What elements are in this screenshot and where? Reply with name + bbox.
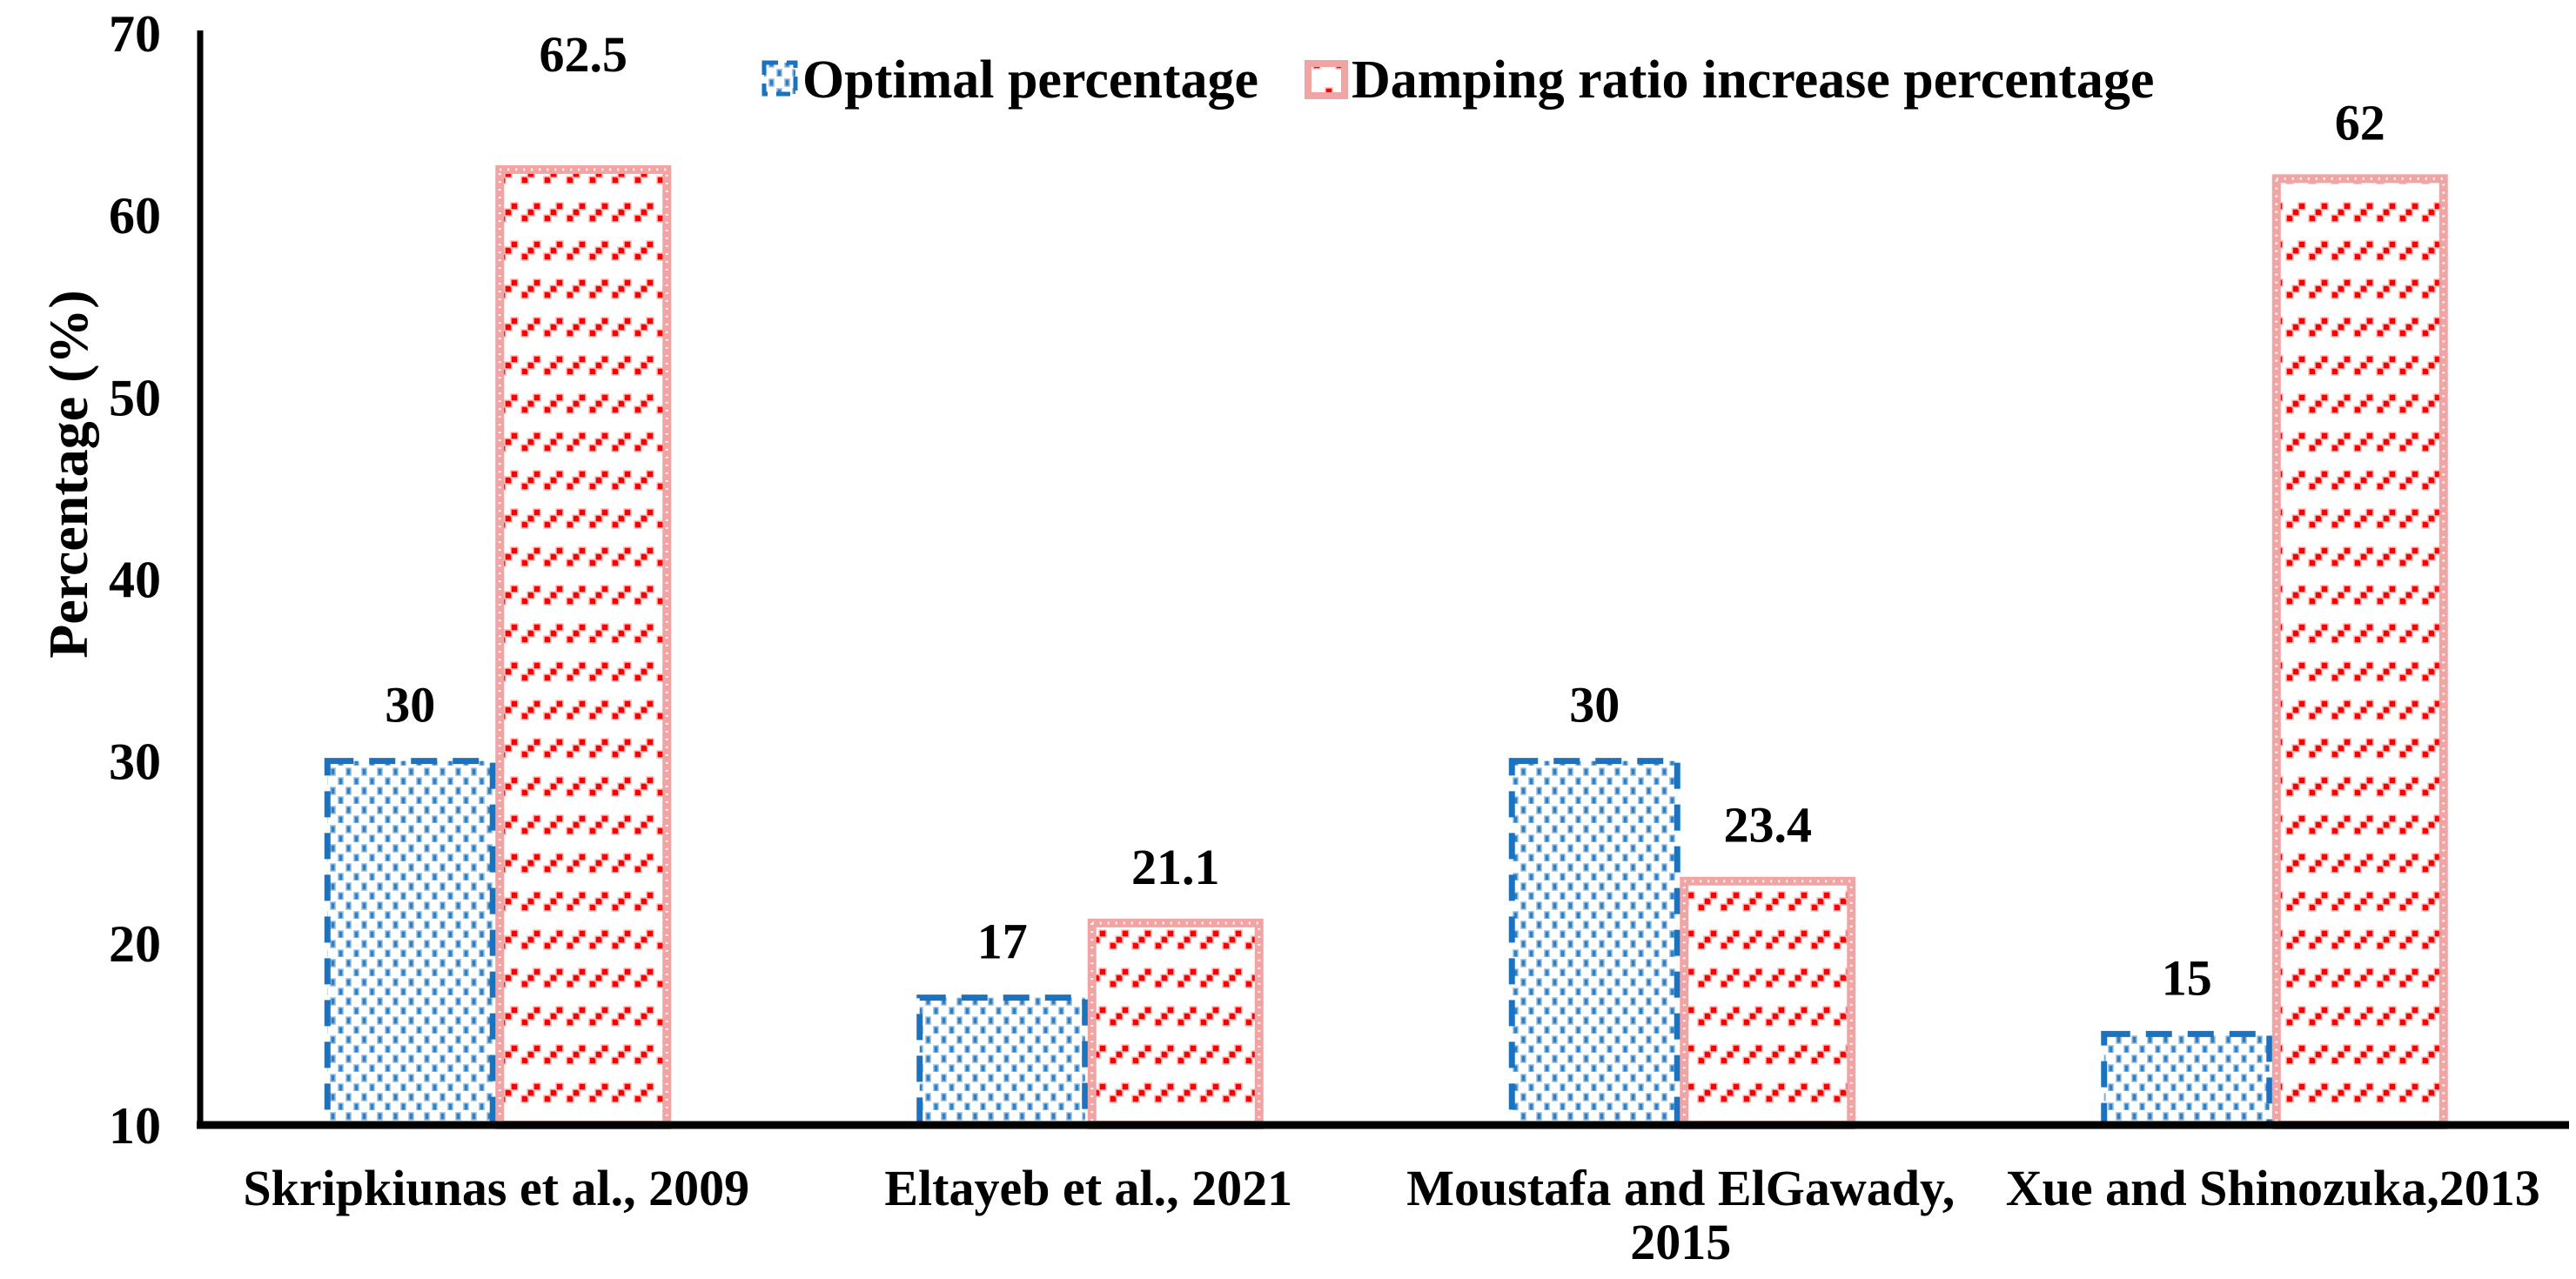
data-label: 62.5 <box>540 26 628 83</box>
y-tick-label: 60 <box>109 187 161 244</box>
x-category-label: Eltayeb et al., 2021 <box>884 1160 1292 1216</box>
bar-damping-1 <box>1087 918 1264 1129</box>
bar-optimal-1 <box>916 994 1089 1128</box>
bar-optimal-0 <box>324 758 496 1128</box>
data-label: 30 <box>385 677 435 733</box>
legend-label: Damping ratio increase percentage <box>1352 50 2154 110</box>
legend-label: Optimal percentage <box>802 50 1258 110</box>
y-tick-label: 10 <box>109 1097 161 1155</box>
y-tick-label: 30 <box>109 733 161 791</box>
legend-marker-optimal-icon <box>761 60 798 97</box>
y-tick-label: 70 <box>109 5 161 63</box>
y-axis-ticks: 10 20 30 40 50 60 70 <box>109 5 161 1155</box>
x-category-label: Xue and Shinozuka,2013 <box>2006 1160 2540 1216</box>
data-label: 15 <box>2162 949 2212 1006</box>
data-label: 21.1 <box>1131 839 1220 895</box>
x-category-label: Skripkiunas et al., 2009 <box>243 1160 749 1216</box>
bar-optimal-3 <box>2101 1030 2273 1128</box>
bar-damping-3 <box>2271 174 2448 1129</box>
bar-damping-2 <box>1680 876 1856 1129</box>
legend: Optimal percentage Damping ratio increase… <box>761 50 2154 110</box>
data-label: 23.4 <box>1724 797 1813 854</box>
bar-damping-0 <box>495 164 672 1129</box>
y-tick-label: 40 <box>109 552 161 609</box>
x-axis-categories: Skripkiunas et al., 2009 Eltayeb et al., … <box>243 1160 2539 1270</box>
bars <box>324 164 2448 1129</box>
data-label: 17 <box>977 914 1028 970</box>
data-label: 62 <box>2335 94 2385 151</box>
bar-optimal-2 <box>1508 758 1680 1128</box>
y-tick-label: 20 <box>109 915 161 973</box>
data-label: 30 <box>1569 677 1620 733</box>
y-axis-title: Percentage (%) <box>37 290 99 659</box>
data-labels: 30 62.5 17 21.1 30 23.4 15 62 <box>385 26 2385 1007</box>
x-category-label: 2015 <box>1630 1214 1731 1270</box>
legend-marker-damping-icon <box>1305 60 1348 99</box>
x-category-label: Moustafa and ElGawady, <box>1406 1160 1955 1216</box>
y-tick-label: 50 <box>109 369 161 426</box>
